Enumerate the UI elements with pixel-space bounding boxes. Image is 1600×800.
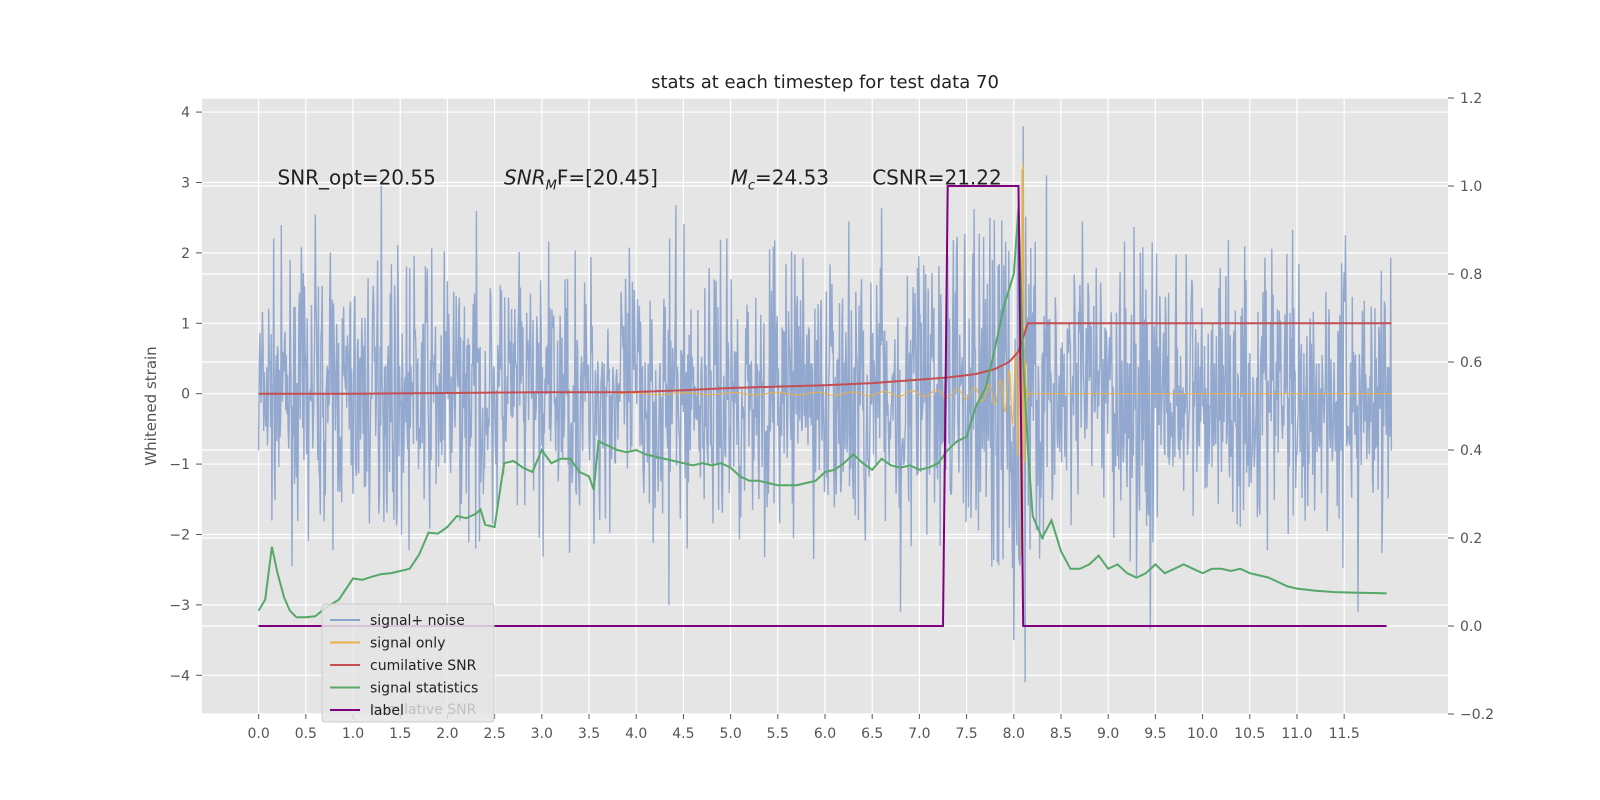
y-left-tick-label: −2 <box>169 527 190 543</box>
y-left-tick-label: 0 <box>181 387 190 403</box>
x-tick-label: 0.5 <box>295 726 317 742</box>
x-tick-label: 7.0 <box>908 726 930 742</box>
x-tick-label: 10.0 <box>1187 726 1218 742</box>
x-tick-label: 3.0 <box>531 726 553 742</box>
y-left-tick-label: 2 <box>181 246 190 262</box>
series-label <box>258 185 1387 627</box>
y-left-tick-label: −4 <box>169 668 190 684</box>
annotation-csnr: CSNR=21.22 <box>872 165 1002 189</box>
annotation-mc: Mc=24.53 <box>731 165 829 193</box>
legend-box <box>321 603 495 723</box>
legend-label-label: label <box>370 703 404 719</box>
y-right-tick-label: −0.2 <box>1460 707 1494 723</box>
series-cumilative-snr <box>258 322 1392 395</box>
y-left-tick-label: −1 <box>169 457 190 473</box>
x-tick-label: 2.0 <box>436 726 458 742</box>
x-tick-label: 9.0 <box>1097 726 1119 742</box>
x-tick-label: 6.5 <box>861 726 883 742</box>
y-right-tick-label: 0.2 <box>1460 531 1482 547</box>
x-tick-label: 5.0 <box>719 726 741 742</box>
y-left-tick-label: 1 <box>181 316 190 332</box>
annotation-snr-mf: SNRMF=[20.45] <box>504 165 658 193</box>
x-tick-label: 11.0 <box>1281 726 1312 742</box>
y-left-tick-label: 3 <box>181 175 190 191</box>
x-tick-label: 2.5 <box>483 726 505 742</box>
y-right-tick-label: 0.0 <box>1460 619 1482 635</box>
x-tick-label: 1.0 <box>342 726 364 742</box>
series-signal-statistics <box>257 207 1387 619</box>
x-tick-label: 5.5 <box>767 726 789 742</box>
x-tick-label: 8.5 <box>1050 726 1072 742</box>
y-axis-label: Whitened strain <box>142 346 160 465</box>
y-right-tick-label: 0.8 <box>1460 267 1482 283</box>
series-signal-noise <box>257 126 1393 683</box>
y-right-tick-label: 0.6 <box>1460 355 1482 371</box>
y-left-tick-label: 4 <box>181 105 190 121</box>
legend-ghost-text: cumilative SNR <box>370 702 477 718</box>
x-tick-label: 7.5 <box>955 726 977 742</box>
x-tick-label: 3.5 <box>578 726 600 742</box>
legend-label-cumilative-snr: cumilative SNR <box>370 658 477 674</box>
y-right-tick-label: 1.0 <box>1460 179 1482 195</box>
axes: 0.0 0.5 1.0 1.5 2.0 2.5 3.0 3.5 4.0 4.5 5.0 5.5 6.0 6… <box>169 91 1494 742</box>
y-right-tick-label: 1.2 <box>1460 91 1482 107</box>
y-left-tick-label: −3 <box>169 598 190 614</box>
x-tick-label: 8.0 <box>1003 726 1025 742</box>
legend-label-signal-only: signal only <box>370 636 445 652</box>
x-tick-label: 4.5 <box>672 726 694 742</box>
x-tick-label: 0.0 <box>248 726 270 742</box>
series-layer <box>257 126 1393 683</box>
x-tick-label: 1.5 <box>389 726 411 742</box>
chart-title: stats at each timestep for test data 70 <box>651 72 999 93</box>
x-tick-label: 10.5 <box>1234 726 1265 742</box>
series-signal-only <box>617 162 1392 559</box>
legend-label-signal-noise: signal+ noise <box>370 613 465 629</box>
annotations: SNR_opt=20.55 SNRMF=[20.45] Mc=24.53 CSNR=2… <box>278 165 1002 193</box>
annotation-snr-opt: SNR_opt=20.55 <box>278 165 436 189</box>
x-tick-label: 11.5 <box>1329 726 1360 742</box>
x-tick-label: 4.0 <box>625 726 647 742</box>
legend-label-signal-statistics: signal statistics <box>370 681 478 697</box>
y-right-tick-label: 0.4 <box>1460 443 1482 459</box>
x-tick-label: 6.0 <box>814 726 836 742</box>
x-tick-label: 9.5 <box>1144 726 1166 742</box>
legend: cumilative SNR signal+ noise signal only cu… <box>321 603 495 723</box>
